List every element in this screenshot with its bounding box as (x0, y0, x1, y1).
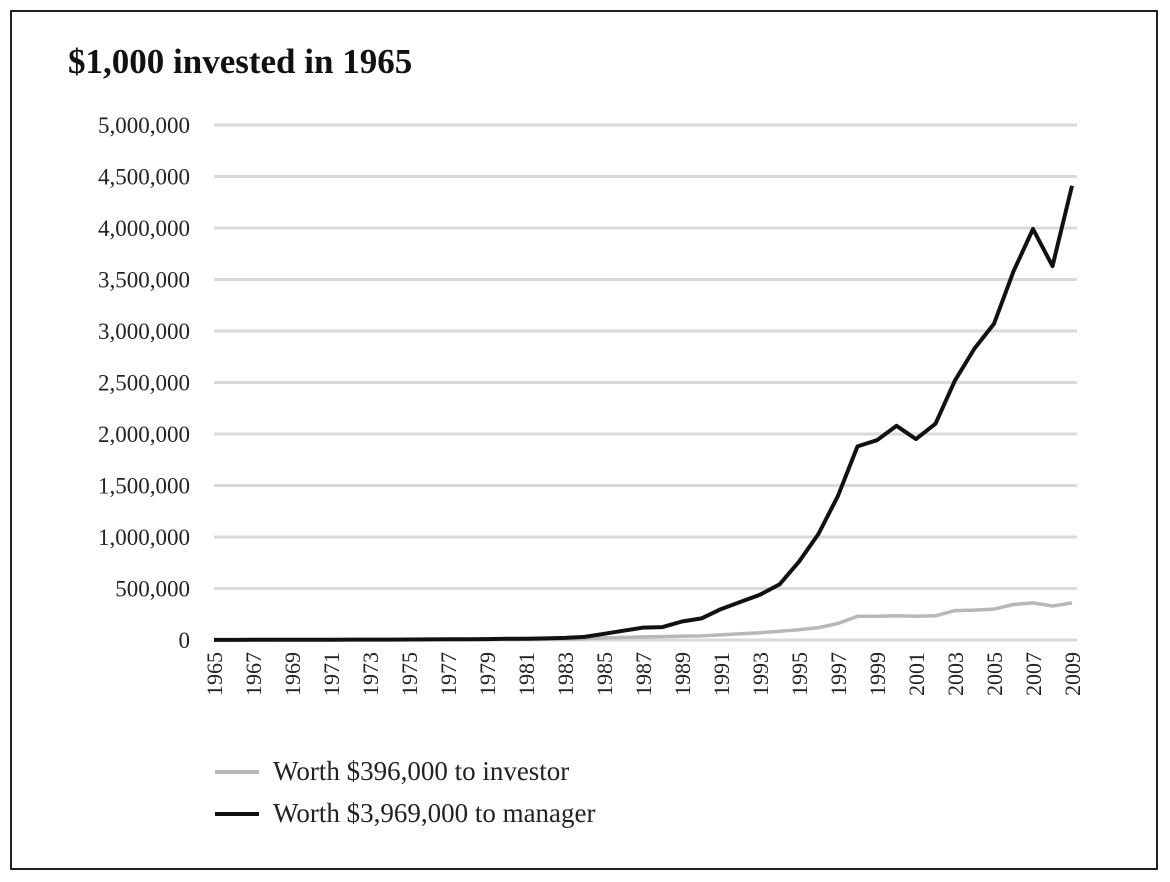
x-tick-label: 1983 (553, 652, 578, 696)
x-tick-label: 1977 (436, 652, 461, 696)
y-tick-label: 500,000 (115, 577, 190, 602)
legend-swatch-manager (215, 811, 259, 816)
x-tick-label: 2001 (904, 652, 929, 696)
x-tick-label: 1989 (670, 652, 695, 696)
series-line-investor (214, 601, 1073, 642)
x-tick-label: 2009 (1060, 652, 1085, 696)
x-tick-label: 1975 (397, 652, 422, 696)
x-tick-label: 1999 (865, 652, 890, 696)
y-tick-label: 4,500,000 (98, 165, 190, 190)
chart-frame (10, 10, 1158, 870)
y-tick-label: 5,000,000 (98, 113, 190, 138)
y-tick-label: 1,500,000 (98, 474, 190, 499)
x-tick-label: 1991 (709, 652, 734, 696)
chart-title: $1,000 invested in 1965 (68, 42, 413, 81)
legend-swatch-investor (215, 769, 259, 774)
x-tick-label: 2003 (943, 652, 968, 696)
x-tick-label: 1995 (787, 652, 812, 696)
x-tick-label: 1965 (202, 652, 227, 696)
legend-label-manager: Worth $3,969,000 to manager (273, 798, 596, 828)
x-tick-label: 1987 (631, 652, 656, 696)
legend-item-manager: Worth $3,969,000 to manager (215, 798, 596, 829)
y-tick-label: 1,000,000 (98, 525, 190, 550)
x-tick-label: 2007 (1021, 652, 1046, 696)
y-tick-label: 3,000,000 (98, 319, 190, 344)
x-tick-label: 1981 (514, 652, 539, 696)
legend-label-investor: Worth $396,000 to investor (273, 756, 570, 786)
legend-item-investor: Worth $396,000 to investor (215, 756, 569, 787)
x-tick-label: 1973 (358, 652, 383, 696)
x-tick-label: 1969 (280, 652, 305, 696)
x-tick-label: 1985 (592, 652, 617, 696)
x-tick-label: 1993 (748, 652, 773, 696)
x-tick-label: 2005 (982, 652, 1007, 696)
x-tick-label: 1979 (475, 652, 500, 696)
y-tick-label: 0 (179, 628, 191, 653)
series-line-manager (214, 185, 1074, 642)
y-tick-label: 4,000,000 (98, 216, 190, 241)
x-tick-label: 1967 (241, 652, 266, 696)
y-tick-label: 2,000,000 (98, 422, 190, 447)
y-tick-label: 2,500,000 (98, 371, 190, 396)
x-tick-label: 1971 (319, 652, 344, 696)
x-tick-label: 1997 (826, 652, 851, 696)
y-tick-label: 3,500,000 (98, 268, 190, 293)
